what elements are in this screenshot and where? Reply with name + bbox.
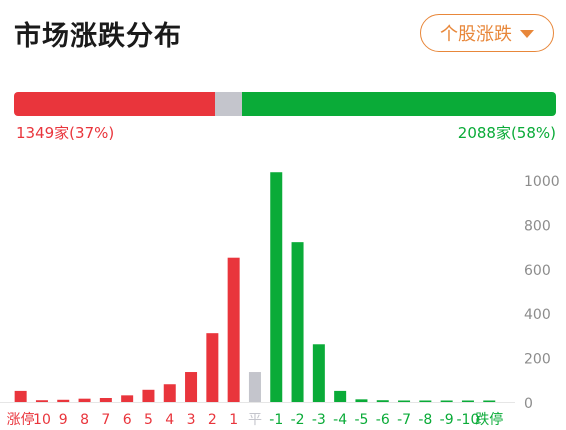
x-tick-label: 7 bbox=[101, 412, 110, 428]
page-title: 市场涨跌分布 bbox=[14, 21, 182, 52]
x-tick-label: 8 bbox=[80, 412, 89, 428]
y-tick-label: 1000 bbox=[524, 174, 560, 190]
x-tick-label: 6 bbox=[123, 412, 132, 428]
bar bbox=[312, 344, 325, 402]
bar bbox=[57, 399, 70, 402]
up-count-label: 1349家(37%) bbox=[16, 124, 115, 142]
bar bbox=[355, 399, 368, 402]
y-tick-label: 800 bbox=[524, 218, 551, 234]
bar bbox=[419, 400, 432, 402]
x-tick-label: -6 bbox=[376, 412, 390, 428]
x-tick-label: -3 bbox=[312, 412, 326, 428]
x-tick-label: -9 bbox=[440, 412, 454, 428]
x-tick-label: -4 bbox=[333, 412, 347, 428]
x-tick-label: -10 bbox=[457, 412, 480, 428]
filter-label: 个股涨跌 bbox=[440, 24, 512, 45]
x-tick-label: 2 bbox=[208, 412, 217, 428]
bar bbox=[206, 333, 219, 402]
bar bbox=[440, 400, 453, 402]
bar bbox=[163, 384, 176, 402]
x-tick-label: 3 bbox=[187, 412, 196, 428]
x-tick-label: 9 bbox=[59, 412, 68, 428]
x-tick-label: -5 bbox=[354, 412, 368, 428]
bar bbox=[14, 390, 27, 402]
bar bbox=[483, 400, 496, 402]
x-tick-label: 4 bbox=[165, 412, 174, 428]
bar bbox=[398, 400, 411, 402]
x-tick-label: -8 bbox=[418, 412, 432, 428]
y-tick-label: 0 bbox=[524, 396, 533, 412]
ratio-segment-up bbox=[14, 92, 215, 116]
y-tick-label: 200 bbox=[524, 352, 551, 368]
bar bbox=[35, 400, 48, 402]
bar bbox=[291, 242, 304, 402]
x-tick-label: 平 bbox=[248, 412, 262, 428]
down-count-label: 2088家(58%) bbox=[457, 124, 556, 142]
bar bbox=[376, 400, 389, 402]
y-tick-label: 600 bbox=[524, 263, 551, 279]
bar bbox=[270, 172, 283, 402]
y-tick-label: 400 bbox=[524, 307, 551, 323]
x-tick-label: -7 bbox=[397, 412, 411, 428]
bar bbox=[78, 398, 91, 402]
bar bbox=[248, 372, 261, 402]
caret-down-icon bbox=[520, 30, 534, 38]
bar bbox=[227, 257, 240, 402]
bar bbox=[461, 400, 474, 402]
x-tick-label: 1 bbox=[229, 412, 238, 428]
bar bbox=[121, 395, 134, 402]
ratio-segment-down bbox=[241, 92, 556, 116]
x-tick-label: 涨停 bbox=[7, 411, 35, 428]
x-tick-label: 跌停 bbox=[475, 411, 503, 428]
bar bbox=[334, 390, 347, 402]
stock-change-filter-button[interactable]: 个股涨跌 bbox=[420, 14, 554, 52]
bar bbox=[142, 389, 155, 402]
up-down-ratio-bar bbox=[14, 92, 556, 116]
x-tick-label: 5 bbox=[144, 412, 153, 428]
x-tick-label: -2 bbox=[291, 412, 305, 428]
bar bbox=[185, 372, 198, 402]
x-tick-label: -1 bbox=[269, 412, 283, 428]
ratio-segment-flat bbox=[214, 92, 242, 116]
bar bbox=[99, 398, 112, 402]
x-tick-label: 10 bbox=[33, 412, 51, 428]
